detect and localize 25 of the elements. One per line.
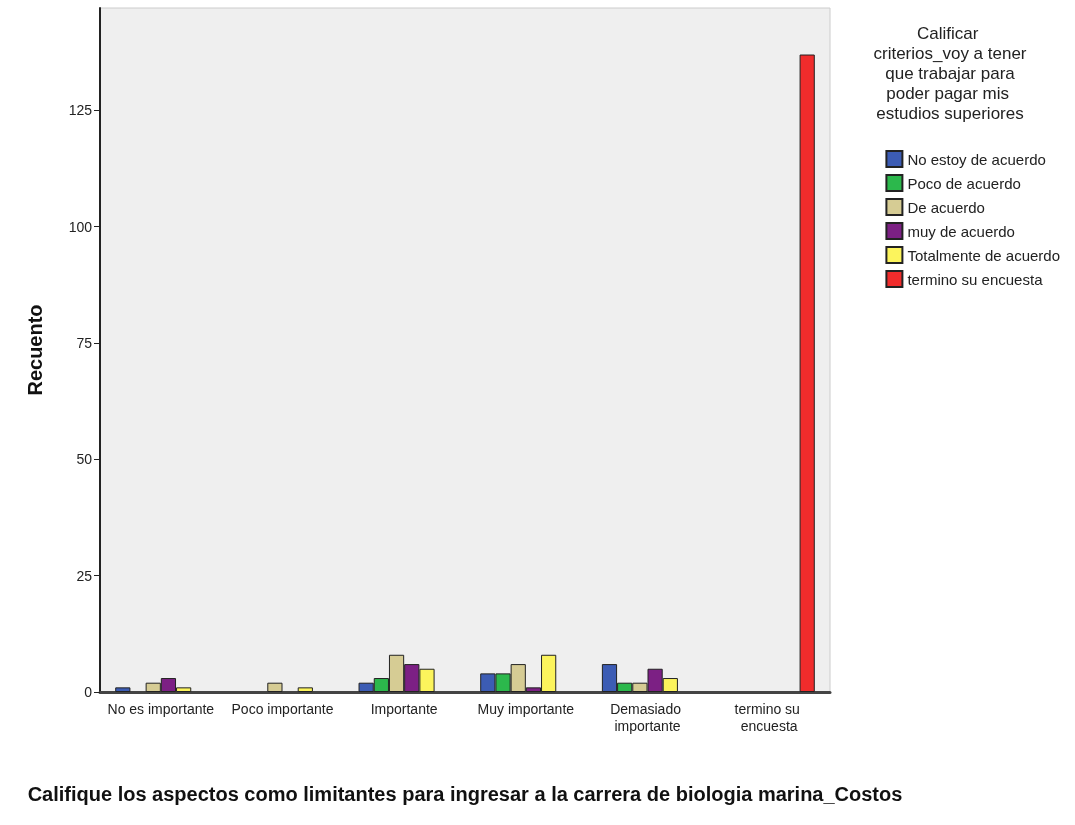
legend-label: termino su encuesta	[907, 270, 1044, 288]
legend-label: No estoy de acuerdo	[907, 150, 1046, 168]
bar	[267, 682, 283, 692]
bar	[799, 54, 815, 692]
x-tick-label: Poco importante	[231, 700, 334, 717]
legend-label: muy de acuerdo	[907, 222, 1015, 240]
y-tick-label: 0	[84, 684, 93, 700]
x-tick-label: termino su encuesta	[734, 700, 804, 734]
y-tick-label: 25	[76, 567, 93, 584]
x-tick-label: Demasiado importante	[610, 700, 685, 734]
legend-label: Totalmente de acuerdo	[907, 246, 1061, 264]
y-tick-label: 125	[68, 102, 93, 119]
legend-label: De acuerdo	[907, 198, 985, 216]
x-axis-title: Califique los aspectos como limitantes para ingresar a la carrera de biologia marina_Costos	[27, 783, 903, 805]
x-tick-label: Muy importante	[477, 700, 575, 717]
bar	[115, 687, 131, 692]
legend-title: Calificar criterios_voy a tener que trabajar para poder pagar mis estudios superiores	[873, 23, 1027, 123]
x-tick-label: Importante	[370, 700, 438, 717]
y-tick-label: 50	[76, 451, 93, 468]
y-axis-title: Recuento	[24, 304, 46, 396]
legend-label: Poco de acuerdo	[907, 174, 1021, 192]
y-tick-label: 100	[68, 218, 93, 235]
y-tick-label: 75	[76, 335, 93, 352]
x-tick-label: No es importante	[107, 700, 215, 717]
bar	[297, 687, 313, 692]
